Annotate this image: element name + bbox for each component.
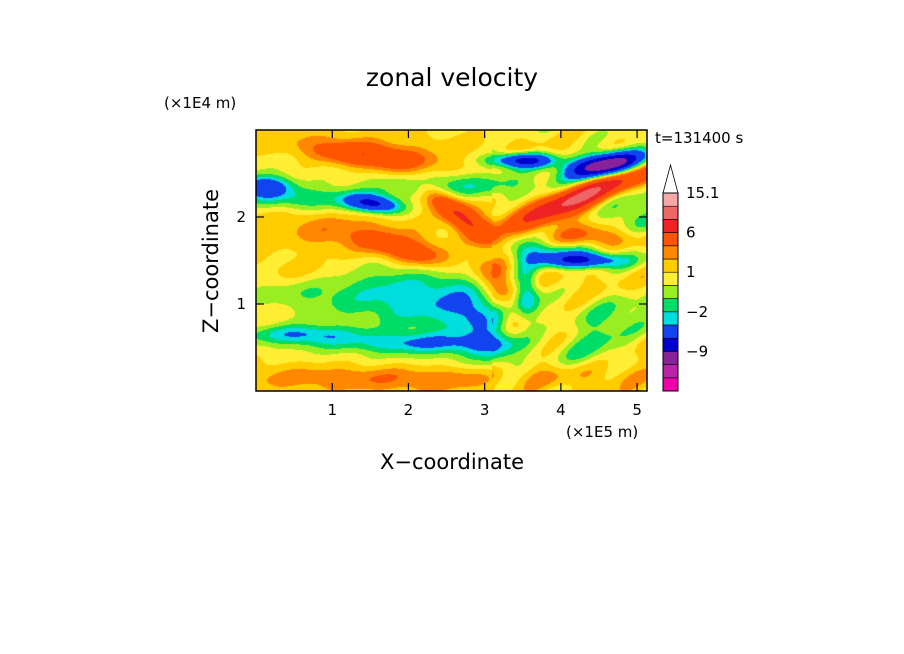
contour-field	[256, 130, 647, 391]
x-axis: 1 2 3 4 5	[327, 130, 642, 419]
x-tick-label: 1	[327, 401, 337, 419]
colorbar-label: −2	[686, 303, 708, 321]
x-axis-label: X−coordinate	[380, 450, 524, 474]
colorbar-swatch	[662, 258, 679, 273]
colorbar-frame	[662, 192, 679, 392]
y-axis-label: Z−coordinate	[199, 189, 223, 333]
colorbar-extension	[662, 163, 679, 194]
y-axis: 12	[236, 208, 647, 313]
y-scale-label: (×1E4 m)	[164, 94, 236, 112]
x-tick-label: 4	[556, 401, 566, 419]
colorbar-label: 1	[686, 263, 696, 281]
colorbar-swatch	[662, 192, 679, 207]
colorbar: −9 −2 1 6 15.1	[662, 163, 719, 392]
colorbar-swatch	[662, 271, 679, 286]
colorbar-label: −9	[686, 342, 708, 360]
colorbar-swatch	[662, 351, 679, 365]
plot-frame	[255, 129, 648, 392]
time-label: t=131400 s	[655, 129, 743, 147]
colorbar-label: 15.1	[686, 184, 719, 202]
y-tick-label: 2	[236, 208, 246, 226]
colorbar-swatch	[662, 324, 679, 339]
colorbar-swatch	[662, 364, 679, 379]
x-scale-label: (×1E5 m)	[566, 423, 638, 441]
colorbar-swatch	[662, 219, 679, 233]
colorbar-swatch	[662, 337, 679, 352]
colorbar-swatch	[662, 377, 679, 392]
y-tick-label: 1	[236, 295, 246, 313]
colorbar-swatch	[662, 245, 679, 260]
colorbar-swatch	[662, 298, 679, 313]
colorbar-swatch	[662, 285, 679, 299]
colorbar-label: 6	[686, 224, 696, 242]
colorbar-swatch	[662, 205, 679, 220]
x-tick-label: 3	[480, 401, 490, 419]
x-tick-label: 2	[404, 401, 414, 419]
colorbar-swatch	[662, 311, 679, 326]
colorbar-swatch	[662, 232, 679, 247]
x-tick-label: 5	[632, 401, 642, 419]
chart-title: zonal velocity	[366, 63, 538, 92]
